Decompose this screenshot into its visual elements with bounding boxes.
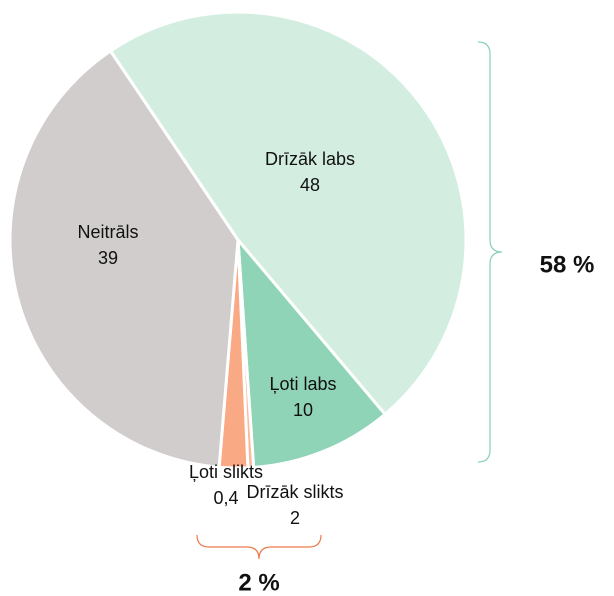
pie-slice bbox=[8, 48, 240, 469]
brace-negative bbox=[196, 534, 322, 560]
slice-value: 10 bbox=[293, 400, 313, 420]
slice-value: 39 bbox=[98, 248, 118, 268]
slice-value: 48 bbox=[300, 175, 320, 195]
slice-name: Neitrāls bbox=[77, 222, 138, 242]
slice-name: Drīzāk labs bbox=[265, 149, 355, 169]
slice-value: 0,4 bbox=[213, 488, 238, 508]
pie-slice bbox=[108, 10, 468, 417]
brace-positive bbox=[477, 41, 503, 463]
annotation: 58 % bbox=[540, 251, 595, 278]
slice-name: Ļoti labs bbox=[269, 374, 336, 394]
slice-value: 2 bbox=[290, 508, 300, 528]
slice-name: Drīzāk slikts bbox=[246, 482, 343, 502]
annotation: 2 % bbox=[238, 569, 279, 596]
pie-slice bbox=[236, 235, 388, 470]
slice-name: Ļoti slikts bbox=[189, 462, 263, 482]
